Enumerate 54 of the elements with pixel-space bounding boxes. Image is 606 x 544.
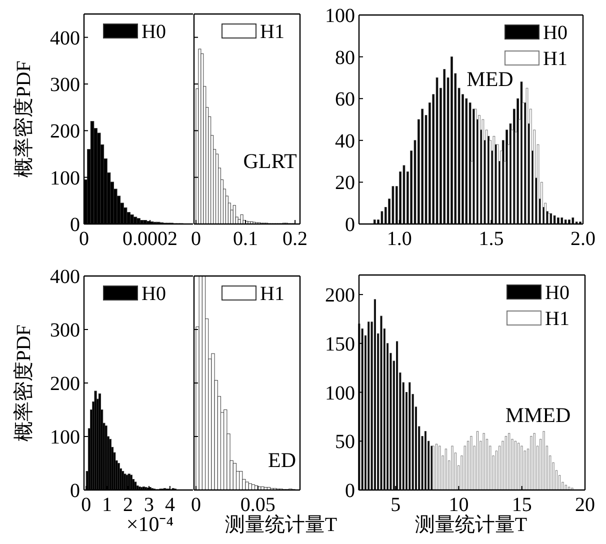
x-tick-label: 5 xyxy=(390,494,401,516)
y-tick-label: 150 xyxy=(325,333,355,356)
annotation: MMED xyxy=(505,403,571,427)
x-tick-label: 0.05 xyxy=(240,494,276,516)
y-tick-label: 100 xyxy=(50,167,80,190)
y-tick-label: 0 xyxy=(345,480,355,502)
annotation: ED xyxy=(268,448,296,472)
y-tick-label: 20 xyxy=(335,172,355,194)
y-axis-title: 概率密度PDF xyxy=(13,324,35,442)
legend-label: H0 xyxy=(543,22,568,44)
x-tick-label: 2.0 xyxy=(570,228,596,250)
legend: H1 xyxy=(222,21,284,43)
y-tick-label: 0 xyxy=(345,214,355,236)
annotation: MED xyxy=(466,67,514,91)
y-tick-label: 40 xyxy=(335,130,355,152)
x-tick-label: 1.0 xyxy=(386,228,412,250)
x-tick-label: 0.2 xyxy=(282,228,308,250)
x-axis-title: 测量统计量T xyxy=(414,514,528,536)
x-tick-label: 1.5 xyxy=(478,228,504,250)
legend: H0 xyxy=(103,21,166,43)
legend-label: H0 xyxy=(142,283,166,305)
y-axis-title: 概率密度PDF xyxy=(13,60,35,178)
y-tick-label: 300 xyxy=(50,320,80,342)
y-tick-label: 100 xyxy=(325,382,355,404)
x-tick-label: 20 xyxy=(575,494,595,516)
legend-label: H1 xyxy=(260,283,284,305)
y-tick-label: 0 xyxy=(70,214,80,236)
legend: H0 xyxy=(103,283,166,305)
legend: H1 xyxy=(222,283,284,305)
y-tick-label: 200 xyxy=(325,284,355,307)
y-tick-label: 0 xyxy=(70,480,80,502)
y-tick-label: 400 xyxy=(50,266,80,288)
x-tick-label: 1 xyxy=(102,494,112,516)
x-tick-label: 0 xyxy=(190,228,201,250)
y-tick-label: 100 xyxy=(325,5,355,27)
legend-label: H1 xyxy=(260,21,284,43)
y-tick-label: 100 xyxy=(50,426,80,448)
legend-label: H0 xyxy=(142,21,166,43)
x-axis-title: 测量统计量T xyxy=(224,514,338,536)
y-tick-label: 200 xyxy=(50,373,80,395)
x-tick-label: 15 xyxy=(512,494,532,516)
y-tick-label: 80 xyxy=(335,46,355,69)
y-tick-label: 60 xyxy=(335,88,355,111)
legend-label: H1 xyxy=(543,48,568,70)
legend-label: H0 xyxy=(545,282,570,304)
legend-label: H1 xyxy=(545,308,570,330)
x-tick-label: 0.1 xyxy=(233,228,258,250)
y-tick-label: 50 xyxy=(335,431,355,454)
y-tick-label: 300 xyxy=(50,74,80,96)
x-tick-label: 0.0002 xyxy=(122,228,178,250)
y-tick-label: 200 xyxy=(50,120,80,143)
x-tick-label: 0 xyxy=(190,494,201,516)
y-tick-label: 400 xyxy=(50,27,80,50)
annotation: GLRT xyxy=(243,149,297,173)
